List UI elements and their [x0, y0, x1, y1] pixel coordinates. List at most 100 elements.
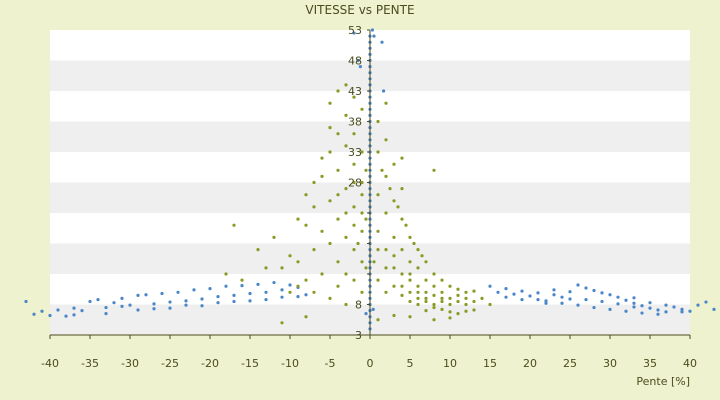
data-point-series-2 [424, 278, 428, 282]
data-point-series-1 [144, 293, 148, 297]
data-point-series-2 [304, 223, 308, 227]
data-point-series-2 [440, 290, 444, 294]
data-point-series-2 [304, 193, 308, 197]
data-point-series-1 [568, 290, 572, 294]
data-point-series-2 [312, 205, 316, 209]
data-point-series-2 [384, 138, 388, 142]
y-tick-label: 3 [355, 329, 362, 342]
data-point-series-2 [376, 119, 380, 124]
data-point-series-2 [336, 168, 340, 172]
data-point-series-1 [584, 298, 588, 302]
data-point-series-2 [352, 95, 356, 99]
data-point-series-1 [168, 300, 172, 304]
data-point-series-1 [88, 299, 92, 304]
data-point-series-2 [424, 299, 428, 304]
x-tick-label: 30 [603, 357, 617, 370]
data-point-series-1 [56, 308, 60, 312]
data-point-series-1 [520, 289, 524, 293]
data-point-series-2 [360, 150, 364, 154]
data-point-series-1 [168, 306, 172, 310]
data-point-series-1 [536, 291, 540, 295]
data-point-series-2 [360, 211, 364, 215]
data-point-series-2 [336, 284, 340, 288]
data-point-series-2 [432, 284, 436, 288]
data-point-series-2 [320, 229, 324, 233]
data-point-series-2 [360, 107, 364, 111]
data-point-series-1 [528, 294, 532, 298]
data-point-series-2 [360, 193, 364, 197]
data-point-series-2 [352, 180, 356, 185]
data-point-series-2 [440, 278, 444, 282]
data-point-series-2 [432, 318, 436, 322]
y-tick-label: 48 [348, 55, 362, 68]
data-point-series-2 [392, 266, 396, 270]
data-point-series-2 [328, 199, 332, 203]
data-point-series-2 [472, 289, 476, 293]
data-point-series-1 [280, 295, 284, 299]
data-point-series-2 [448, 310, 452, 314]
data-point-series-2 [312, 180, 316, 185]
data-point-series-2 [464, 290, 468, 294]
x-tick-label: -20 [201, 357, 219, 370]
data-point-series-2 [360, 180, 364, 185]
data-point-series-2 [352, 223, 356, 227]
data-point-series-2 [420, 254, 424, 258]
data-point-series-2 [344, 144, 348, 148]
data-point-series-2 [392, 313, 396, 318]
data-point-series-2 [336, 260, 340, 264]
data-point-series-1 [120, 296, 124, 300]
data-point-series-2 [464, 296, 468, 300]
data-point-series-1 [32, 312, 36, 316]
data-point-series-1 [104, 305, 108, 310]
data-point-series-1 [128, 303, 132, 307]
data-point-series-1 [72, 313, 76, 317]
x-tick-label: -25 [161, 357, 179, 370]
data-point-series-2 [416, 296, 420, 300]
data-point-series-1 [584, 286, 588, 290]
data-point-series-1 [544, 301, 548, 305]
data-point-series-1 [712, 307, 716, 311]
data-point-series-1 [176, 290, 180, 294]
data-point-series-2 [344, 187, 348, 191]
x-tick-label: 25 [563, 357, 577, 370]
data-point-series-1 [96, 298, 100, 302]
data-point-series-2 [384, 290, 388, 294]
data-point-series-2 [416, 290, 420, 294]
data-point-series-2 [408, 260, 412, 264]
data-point-series-1 [560, 301, 564, 305]
data-point-series-1 [656, 312, 660, 316]
x-tick-label: 15 [483, 357, 497, 370]
data-point-series-2 [424, 296, 428, 300]
x-tick-label: -40 [41, 357, 59, 370]
data-point-series-2 [328, 126, 332, 130]
data-point-series-2 [364, 217, 368, 221]
data-point-series-2 [364, 266, 368, 270]
data-point-series-2 [416, 302, 420, 307]
data-point-series-2 [344, 272, 348, 276]
data-point-series-2 [472, 308, 476, 312]
data-point-series-2 [356, 241, 360, 246]
data-point-series-1 [372, 34, 376, 38]
data-point-series-2 [432, 293, 436, 297]
y-tick-label: 53 [348, 24, 362, 37]
data-point-series-1 [608, 293, 612, 297]
data-point-series-2 [424, 290, 428, 294]
data-point-series-1 [112, 301, 116, 305]
data-point-series-1 [104, 312, 108, 316]
data-point-series-1 [648, 301, 652, 305]
data-point-series-2 [440, 296, 444, 300]
data-point-series-2 [440, 299, 444, 304]
x-tick-label: 0 [367, 357, 374, 370]
data-point-series-2 [400, 156, 404, 160]
data-point-series-2 [312, 248, 316, 252]
data-point-series-1 [576, 303, 580, 307]
data-point-series-2 [440, 307, 444, 311]
data-point-series-1 [80, 309, 84, 313]
data-point-series-2 [328, 101, 332, 105]
data-point-series-1 [520, 298, 524, 302]
data-point-series-2 [448, 302, 452, 307]
data-point-series-2 [352, 248, 356, 252]
data-point-series-1 [664, 310, 668, 314]
data-point-series-2 [416, 284, 420, 288]
x-tick-label: 40 [683, 357, 697, 370]
